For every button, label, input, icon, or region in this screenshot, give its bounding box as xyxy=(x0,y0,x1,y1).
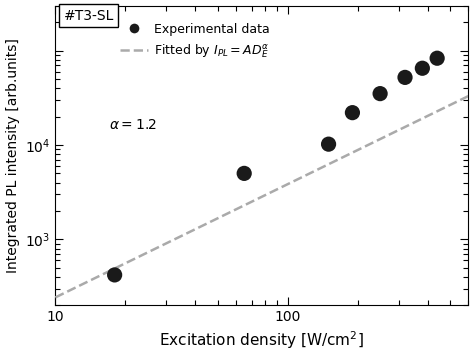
Point xyxy=(433,55,441,61)
Point xyxy=(401,75,409,80)
Y-axis label: Integrated PL intensity [arb.units]: Integrated PL intensity [arb.units] xyxy=(6,38,19,273)
Point xyxy=(111,272,118,278)
Text: #T3-SL: #T3-SL xyxy=(64,9,114,22)
Point xyxy=(419,65,426,71)
Point xyxy=(325,141,332,147)
Point xyxy=(376,91,384,96)
X-axis label: Excitation density [W/cm$^2$]: Excitation density [W/cm$^2$] xyxy=(159,330,365,351)
Point xyxy=(349,110,356,116)
Text: $\alpha = 1.2$: $\alpha = 1.2$ xyxy=(109,119,157,132)
Legend: Experimental data, Fitted by $I_{PL}=AD_E^{\alpha}$: Experimental data, Fitted by $I_{PL}=AD_… xyxy=(115,18,275,65)
Point xyxy=(240,171,248,176)
